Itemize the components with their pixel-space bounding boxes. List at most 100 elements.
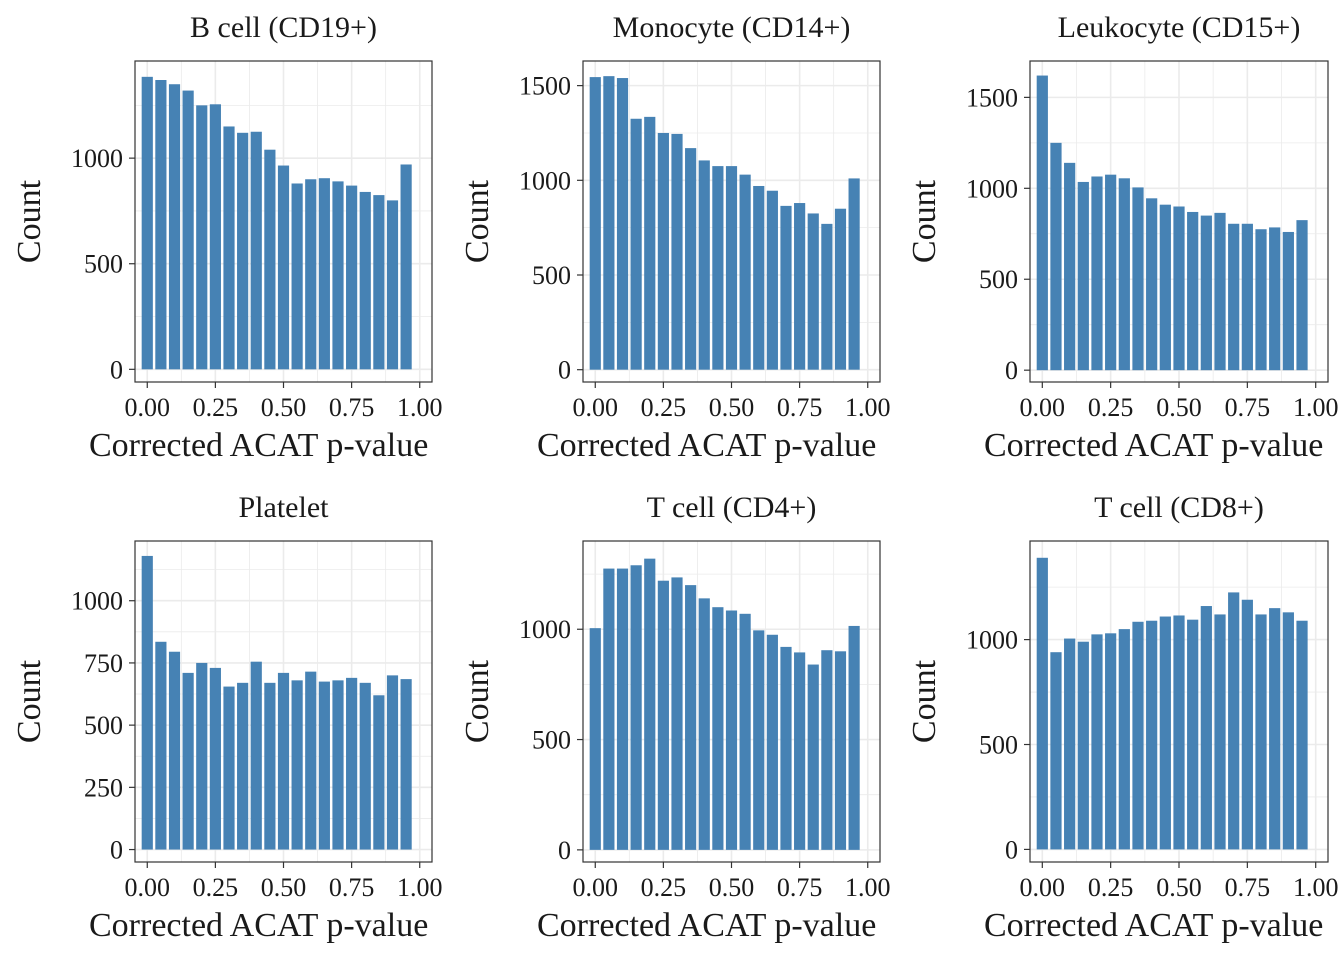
x-tick-label: 0.00 (1020, 873, 1066, 902)
histogram-bar (182, 672, 194, 850)
histogram-bar (1173, 615, 1185, 850)
histogram-bar (1241, 223, 1253, 371)
bars (1036, 557, 1308, 850)
chart-title: Leukocyte (CD15+) (1058, 11, 1301, 44)
histogram-bar (685, 585, 697, 850)
histogram-bar (1269, 227, 1281, 371)
histogram-bar (712, 607, 724, 850)
x-tick-label: 1.00 (845, 393, 891, 422)
histogram-bar (1091, 176, 1103, 371)
histogram-bar (318, 178, 330, 370)
histogram-bar (291, 183, 303, 370)
histogram-panel: 0.00 0.25 0.50 0.75 1.00 0 250 500 750 1000 Platel… (11, 491, 442, 944)
y-tick-label: 0 (110, 355, 123, 384)
histogram-bar (794, 203, 806, 370)
histogram-bar (739, 174, 751, 370)
histogram-bar (739, 613, 751, 850)
histogram-bar (141, 555, 153, 850)
y-axis-label: Count (11, 659, 48, 743)
y-tick-label: 1000 (71, 144, 123, 173)
histogram-bar (386, 200, 399, 370)
histogram-bar (141, 76, 153, 370)
histogram-bar (237, 682, 249, 850)
chart-title: Platelet (239, 491, 330, 524)
x-tick-label: 0.00 (573, 873, 619, 902)
x-axis-label: Corrected ACAT p-value (984, 427, 1323, 464)
chart-title: T cell (CD4+) (647, 491, 817, 524)
x-tick-label: 1.00 (1293, 873, 1339, 902)
x-axis-label: Corrected ACAT p-value (89, 907, 428, 944)
histogram-bar (359, 682, 371, 850)
histogram-bar (373, 695, 385, 850)
x-tick-label: 0.25 (193, 873, 239, 902)
histogram-bar (1064, 162, 1076, 371)
y-tick-label: 1000 (966, 174, 1018, 203)
histogram-panel: 0.00 0.25 0.50 0.75 1.00 0 500 1000 1500 Monocyte… (459, 11, 890, 464)
x-tick-label: 1.00 (397, 873, 443, 902)
y-tick-label: 250 (84, 773, 123, 802)
y-tick-label: 1000 (71, 587, 123, 616)
x-tick-label: 0.75 (1225, 873, 1271, 902)
y-tick-label: 1500 (519, 72, 571, 101)
y-axis-label: Count (906, 659, 943, 743)
histogram-bar (1105, 174, 1117, 371)
x-tick-label: 0.25 (193, 393, 239, 422)
histogram-bar (332, 680, 344, 850)
histogram-bar (1118, 629, 1130, 850)
histogram-bar (725, 166, 738, 370)
chart-title: T cell (CD8+) (1094, 491, 1264, 524)
y-tick-label: 500 (84, 250, 123, 279)
chart-title: B cell (CD19+) (190, 11, 377, 44)
histogram-bar (1296, 220, 1308, 371)
histogram-bar (630, 565, 642, 850)
y-axis-label: Count (906, 179, 943, 263)
histogram-bar (1050, 142, 1062, 371)
histogram-bar (657, 580, 669, 850)
histogram-bar (1200, 606, 1212, 850)
y-tick-label: 0 (1005, 835, 1018, 864)
x-axis-label: Corrected ACAT p-value (89, 427, 428, 464)
histogram-bar (332, 181, 344, 370)
histogram-bar (848, 625, 860, 850)
histogram-bar (1118, 178, 1130, 371)
x-axis-label: Corrected ACAT p-value (984, 907, 1323, 944)
histogram-bar (1296, 620, 1308, 850)
x-tick-label: 1.00 (1293, 393, 1339, 422)
histogram-bar (1146, 198, 1158, 371)
histogram-bar (237, 132, 249, 370)
histogram-panel: 0.00 0.25 0.50 0.75 1.00 0 500 1000 T cell (CD8+… (906, 491, 1338, 944)
y-tick-label: 1000 (519, 166, 571, 195)
x-tick-label: 0.25 (641, 393, 687, 422)
y-tick-label: 500 (532, 261, 571, 290)
y-tick-label: 0 (1005, 356, 1018, 385)
y-tick-label: 1000 (519, 615, 571, 644)
y-tick-label: 500 (84, 711, 123, 740)
y-axis-label: Count (11, 179, 48, 263)
histogram-bar (1241, 599, 1253, 850)
histogram-bar (1159, 616, 1171, 850)
x-tick-label: 0.50 (709, 393, 755, 422)
histogram-bar (1077, 641, 1089, 850)
y-tick-label: 500 (979, 731, 1018, 760)
x-tick-label: 0.50 (1156, 393, 1202, 422)
x-tick-label: 0.00 (125, 393, 171, 422)
histogram-bar (630, 118, 642, 370)
histogram-bar (1050, 652, 1062, 850)
x-axis-label: Corrected ACAT p-value (537, 907, 876, 944)
histogram-bar (1064, 638, 1076, 850)
histogram-bar (1200, 215, 1212, 371)
x-tick-label: 1.00 (397, 393, 443, 422)
y-tick-label: 0 (558, 356, 571, 385)
histogram-bar (1269, 608, 1281, 850)
x-tick-label: 0.25 (1088, 873, 1134, 902)
histogram-bar (712, 166, 724, 370)
bars (1036, 75, 1308, 371)
x-tick-label: 0.75 (329, 393, 375, 422)
histogram-bar (305, 179, 317, 370)
histogram-bar (589, 628, 601, 850)
histogram-bar (1282, 612, 1294, 850)
x-tick-label: 0.75 (777, 393, 823, 422)
x-tick-label: 0.75 (329, 873, 375, 902)
y-tick-label: 500 (532, 726, 571, 755)
y-tick-label: 0 (558, 836, 571, 865)
